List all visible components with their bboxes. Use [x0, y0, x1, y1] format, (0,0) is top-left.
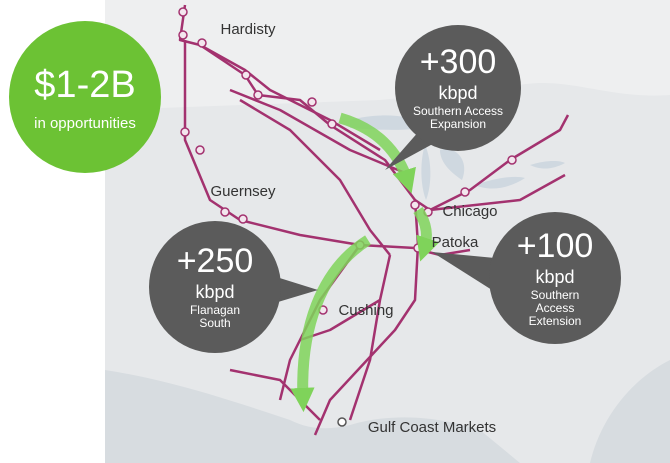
- callout-tail: [432, 252, 495, 290]
- callout-circle: [395, 25, 521, 151]
- canada: [105, 0, 670, 110]
- place-label: Cushing: [338, 302, 393, 319]
- callout-name: Southern: [531, 288, 580, 302]
- badge: $1-2B in opportunities: [9, 21, 161, 173]
- place-label: Chicago: [442, 203, 497, 220]
- place-label: Patoka: [432, 234, 479, 251]
- callout-circle: [149, 221, 281, 353]
- callout-unit: kbpd: [438, 83, 477, 103]
- callout-name: South: [199, 316, 230, 330]
- callout-amount: +100: [517, 227, 594, 265]
- flow-arrows: [290, 112, 440, 413]
- callout-unit: kbpd: [535, 267, 574, 287]
- callout-amount: +250: [177, 242, 254, 280]
- callout-amount: +300: [420, 43, 497, 81]
- callout-name: Southern Access: [413, 104, 503, 118]
- atlantic: [590, 360, 670, 463]
- badge-amount: $1-2B: [34, 64, 135, 106]
- gulf-marker: [337, 417, 347, 427]
- callout-circle: [489, 212, 621, 344]
- place-label: Hardisty: [220, 21, 276, 38]
- callout-name: Expansion: [430, 117, 486, 131]
- callout-name: Extension: [529, 314, 582, 328]
- callout-name: Flanagan: [190, 303, 240, 317]
- callout-name: Access: [536, 301, 575, 315]
- badge-circle: [9, 21, 161, 173]
- place-label: Gulf Coast Markets: [368, 419, 496, 436]
- gulf: [105, 370, 520, 463]
- place-label: Guernsey: [210, 183, 276, 200]
- callout-unit: kbpd: [195, 282, 234, 302]
- badge-caption: in opportunities: [34, 115, 136, 132]
